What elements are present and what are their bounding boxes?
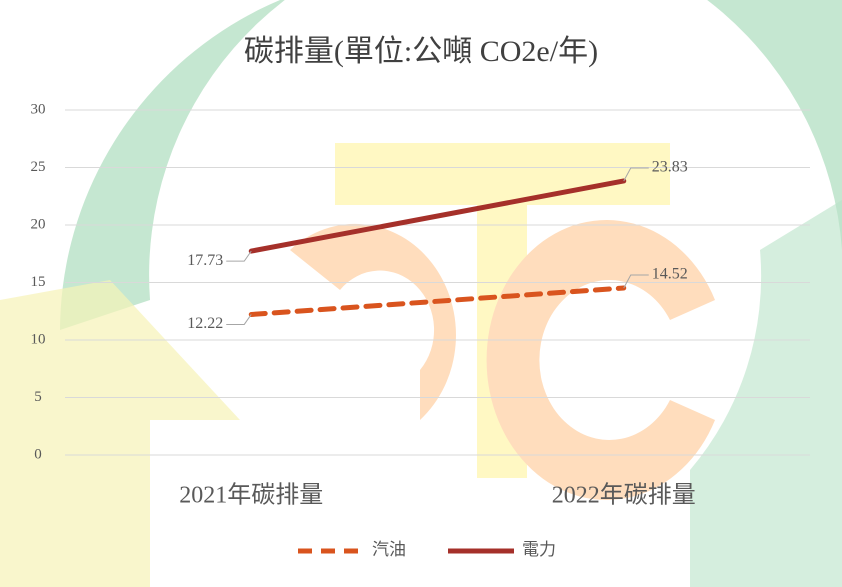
- y-tick-label: 15: [31, 274, 46, 290]
- y-tick-label: 25: [31, 159, 46, 175]
- chart-title: 碳排量(單位:公噸 CO2e/年): [244, 35, 598, 68]
- y-tick-label: 0: [34, 446, 42, 462]
- value-label: 12.22: [187, 315, 223, 332]
- y-tick-label: 20: [31, 216, 46, 232]
- x-tick-label: 2021年碳排量: [179, 482, 323, 509]
- legend-label: 電力: [522, 540, 556, 559]
- chart: 碳排量(單位:公噸 CO2e/年) 0 5 10 15 20 25 30 2021年碳排量 20…: [0, 0, 842, 587]
- y-tick-label: 30: [31, 101, 46, 117]
- y-tick-label: 10: [31, 331, 46, 347]
- value-label: 23.83: [652, 159, 688, 176]
- y-tick-label: 5: [34, 389, 42, 405]
- value-label: 14.52: [652, 266, 688, 283]
- x-tick-label: 2022年碳排量: [552, 482, 696, 509]
- legend-label: 汽油: [372, 540, 406, 559]
- watermark: [0, 0, 842, 587]
- value-label: 17.73: [187, 252, 223, 269]
